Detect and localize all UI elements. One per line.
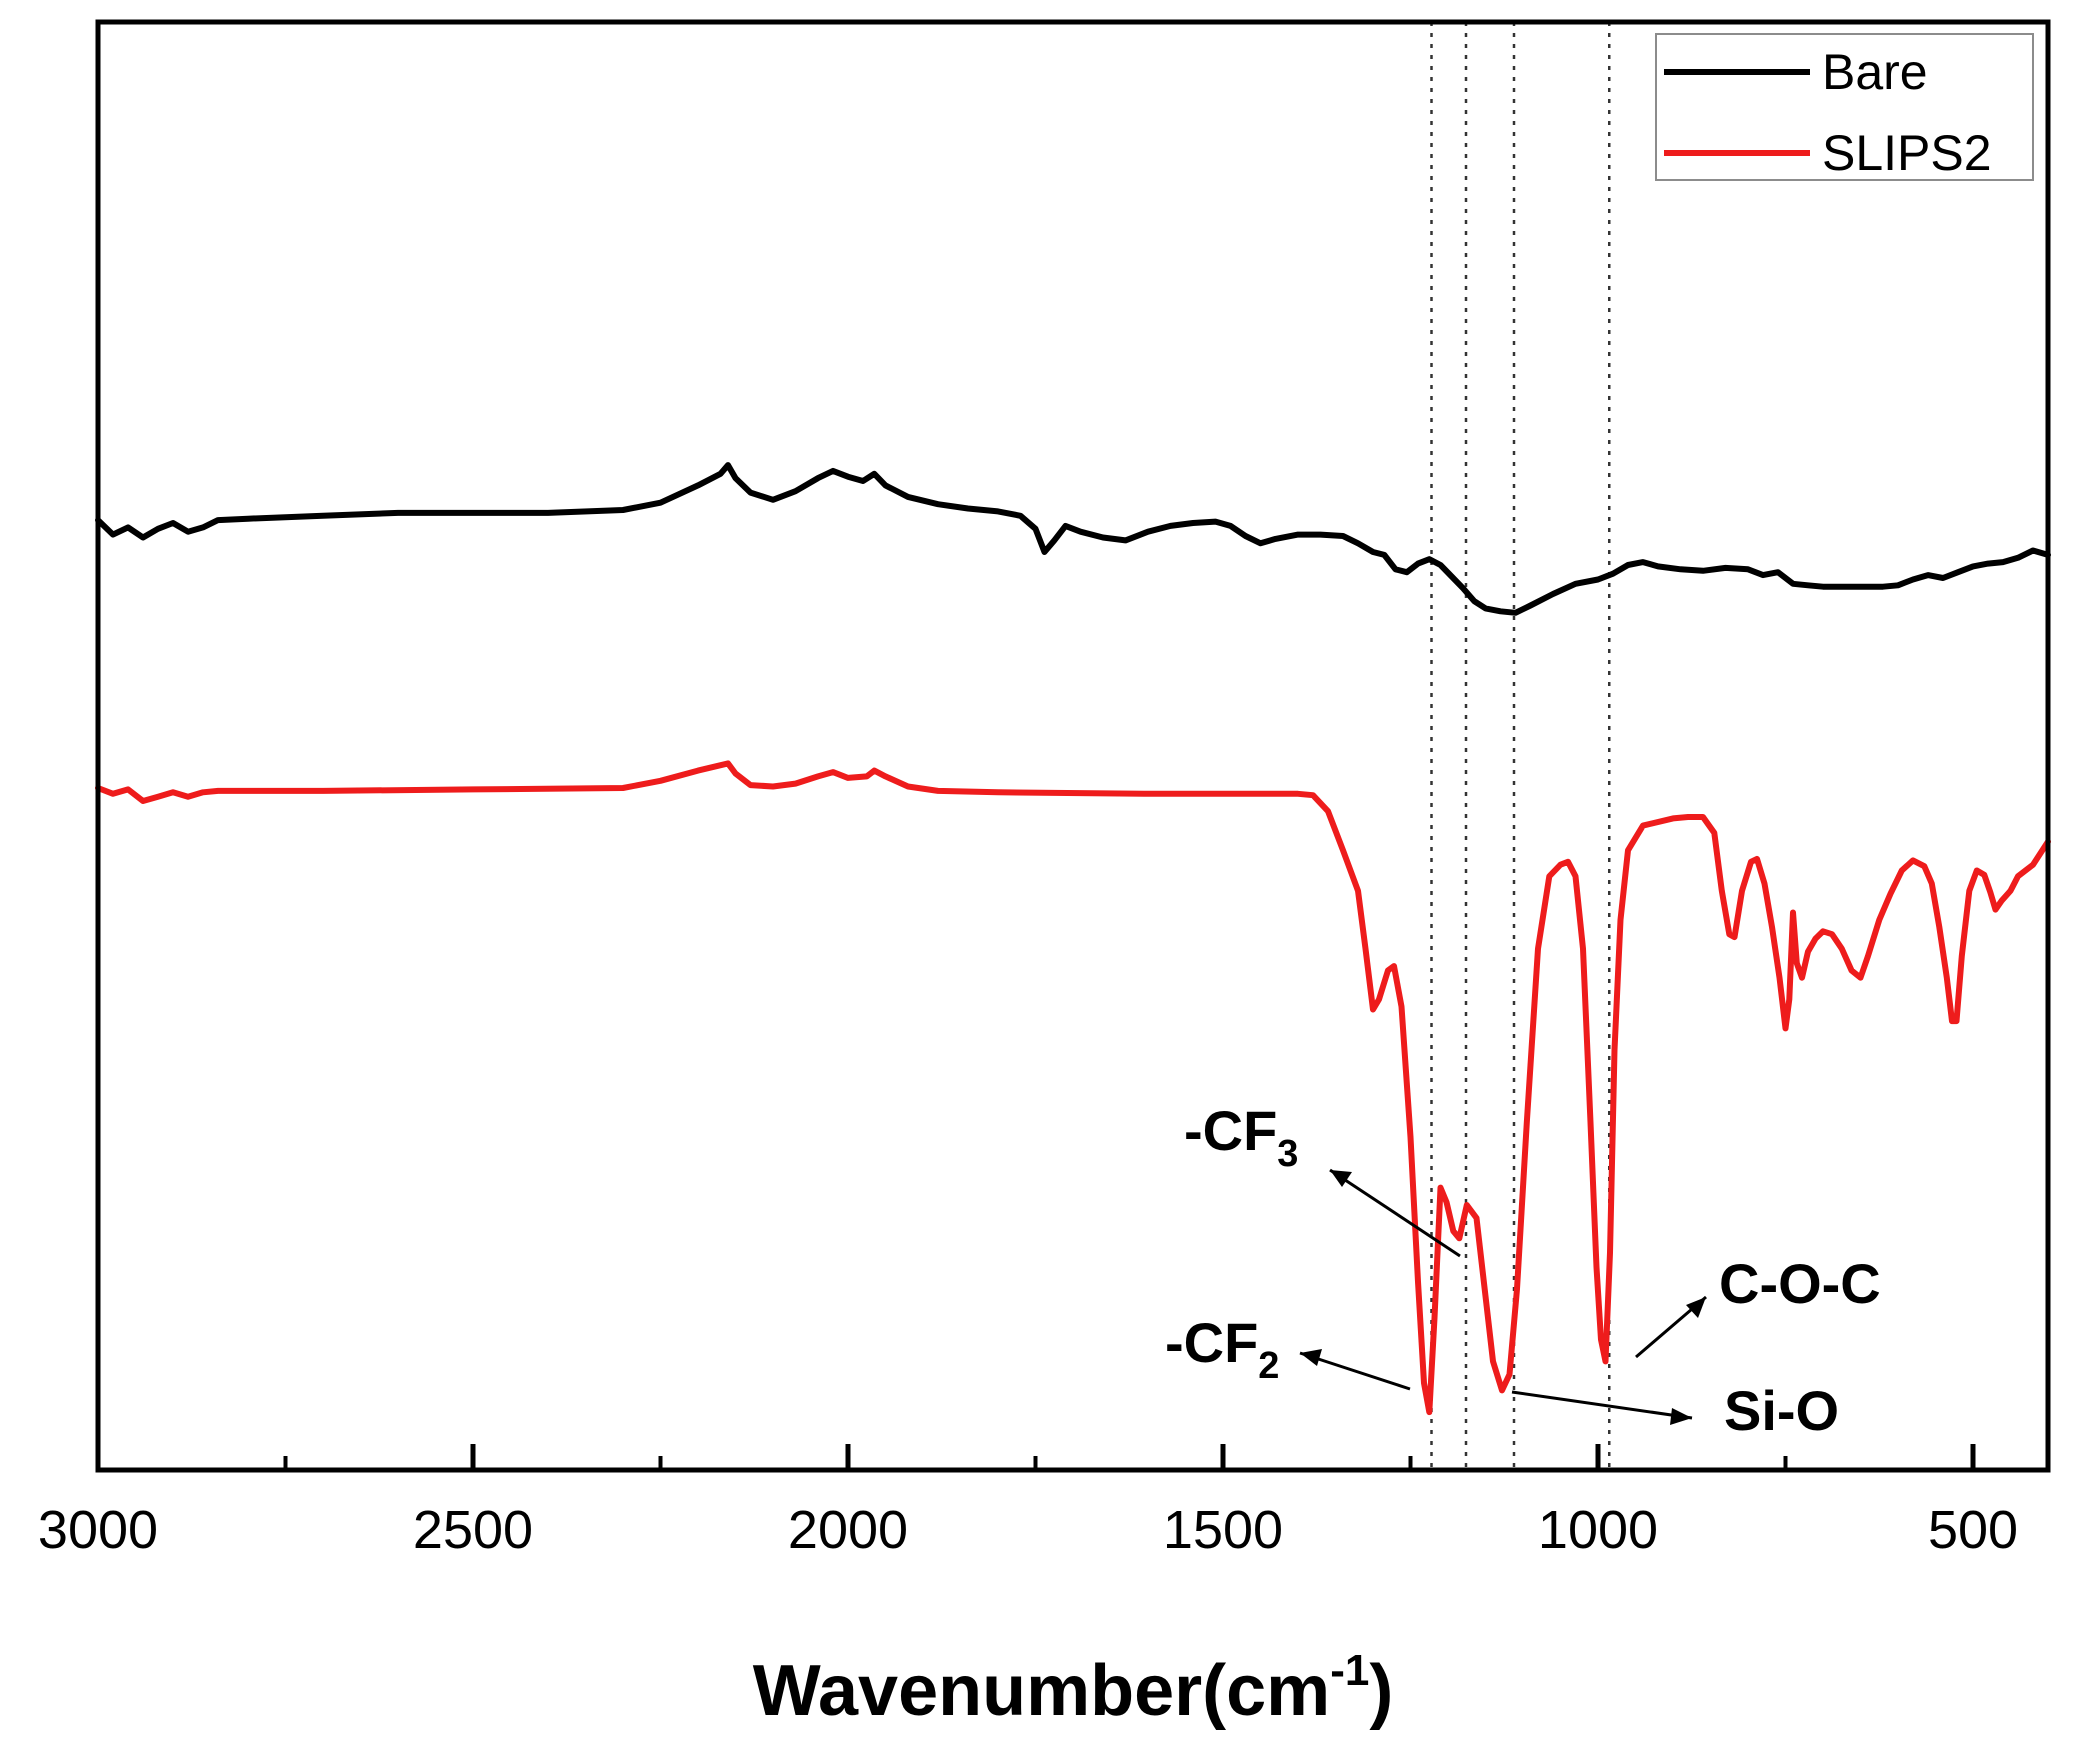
x-tick-label-3000: 3000 [38, 1500, 158, 1560]
legend: Bare SLIPS2 [1655, 33, 2034, 181]
x-tick-label-1000: 1000 [1538, 1500, 1658, 1560]
x-tick-label-2500: 2500 [413, 1500, 533, 1560]
arrowhead-coc [1686, 1297, 1706, 1318]
arrow-cf3 [1329, 1168, 1461, 1258]
series-line-bare [95, 462, 2051, 616]
arrowhead-cf3 [1330, 1170, 1352, 1187]
x-tick-label-2000: 2000 [788, 1500, 908, 1560]
arrowhead-sio [1670, 1408, 1692, 1425]
series-line-slips2 [95, 760, 2051, 1416]
annotation-coc: C-O-C [1719, 1252, 1881, 1315]
x-tick-label-500: 500 [1928, 1500, 2018, 1560]
arrowhead-cf2 [1300, 1349, 1322, 1366]
annotation-sio: Si-O [1724, 1379, 1839, 1442]
x-ticks: 3000 2500 2000 1500 1000 500 [38, 1444, 2018, 1560]
arrow-sio [1511, 1390, 1693, 1420]
plot-frame [95, 19, 2051, 1473]
x-tick-label-1500: 1500 [1163, 1500, 1283, 1560]
series-group [95, 462, 2051, 1416]
legend-label-slips2: SLIPS2 [1822, 125, 1992, 181]
annotation-cf2: -CF2 [1165, 1311, 1279, 1387]
annotations: -CF3 -CF2 C-O-C Si-O [1165, 1099, 1881, 1442]
annotation-cf3: -CF3 [1184, 1099, 1298, 1175]
x-axis-title: Wavenumber(cm-1) [753, 1646, 1394, 1731]
legend-label-bare: Bare [1822, 44, 1928, 100]
